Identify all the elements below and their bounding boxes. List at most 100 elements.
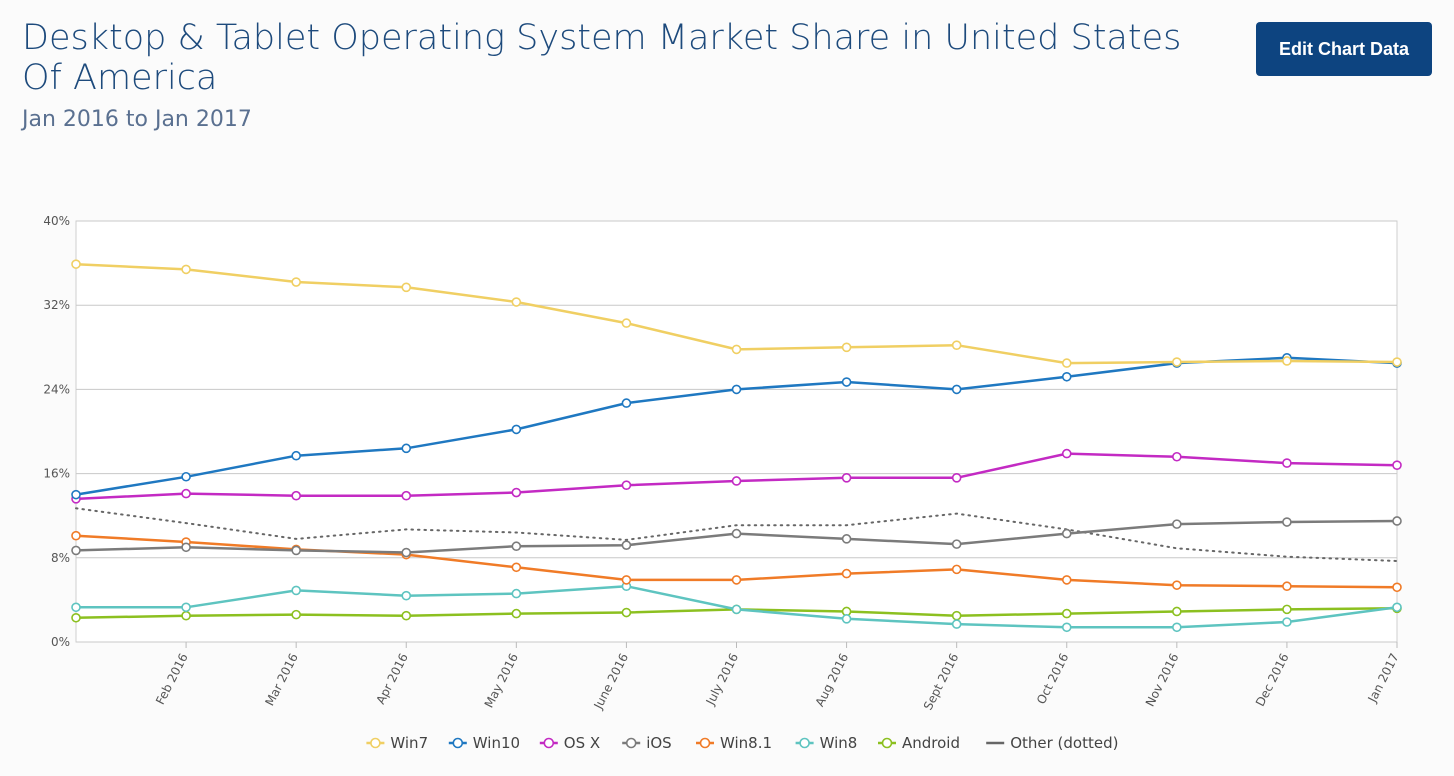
data-point-win8[interactable]	[731, 604, 742, 615]
data-point-android[interactable]	[1061, 608, 1072, 619]
data-point-win7[interactable]	[621, 318, 632, 328]
data-point-android[interactable]	[1282, 604, 1292, 615]
y-tick-label: 0%	[51, 635, 70, 649]
data-point-win10[interactable]	[841, 377, 852, 387]
data-point-os-x[interactable]	[731, 476, 742, 486]
data-point-os-x[interactable]	[1392, 460, 1402, 470]
data-point-android[interactable]	[951, 610, 962, 621]
data-point-win8-1[interactable]	[731, 575, 742, 585]
data-point-win8-1[interactable]	[841, 568, 852, 579]
series-line-other-dotted	[75, 507, 1398, 562]
data-point-win8-1[interactable]	[1392, 582, 1402, 593]
data-point-win8[interactable]	[291, 585, 301, 596]
x-axis: Feb 2016 Mar 2016 Apr 2016 May 2016 June 201…	[153, 642, 1402, 712]
data-point-android[interactable]	[621, 607, 632, 618]
data-point-ios[interactable]	[181, 542, 191, 553]
data-point-ios[interactable]	[401, 547, 412, 558]
data-point-os-x[interactable]	[1172, 451, 1182, 462]
data-point-win8[interactable]	[71, 602, 81, 613]
x-tick-label: Nov 2016	[1143, 651, 1182, 709]
data-point-win7[interactable]	[511, 297, 522, 307]
data-point-win10[interactable]	[731, 384, 742, 395]
data-point-os-x[interactable]	[511, 487, 522, 498]
x-tick-label: Apr 2016	[373, 651, 411, 706]
data-point-win8-1[interactable]	[1172, 580, 1182, 590]
legend-item-win8[interactable]: Win8	[795, 734, 858, 752]
data-point-win8[interactable]	[1061, 622, 1072, 633]
data-point-win7[interactable]	[1061, 358, 1072, 368]
data-point-win10[interactable]	[71, 489, 81, 500]
y-tick-label: 32%	[43, 298, 70, 312]
series-other-dotted	[75, 507, 1398, 562]
data-point-ios[interactable]	[951, 539, 962, 549]
chart-subtitle: Jan 2016 to Jan 2017	[22, 107, 252, 132]
data-point-win8[interactable]	[951, 619, 962, 629]
data-point-win7[interactable]	[1392, 357, 1402, 367]
data-point-ios[interactable]	[1282, 517, 1292, 527]
data-point-win10[interactable]	[181, 471, 191, 482]
data-point-android[interactable]	[291, 609, 301, 620]
data-point-win7[interactable]	[1172, 357, 1182, 367]
data-point-win8[interactable]	[1282, 617, 1292, 627]
data-point-ios[interactable]	[1392, 516, 1402, 526]
data-point-win10[interactable]	[1061, 371, 1072, 382]
data-point-ios[interactable]	[621, 540, 632, 550]
data-point-win10[interactable]	[621, 398, 632, 408]
data-point-ios[interactable]	[291, 545, 301, 556]
data-point-os-x[interactable]	[1061, 448, 1072, 459]
data-point-ios[interactable]	[1061, 528, 1072, 539]
data-point-win10[interactable]	[511, 424, 522, 435]
data-point-win8-1[interactable]	[1061, 575, 1072, 585]
data-point-android[interactable]	[511, 608, 522, 619]
data-point-android[interactable]	[71, 612, 81, 623]
data-point-android[interactable]	[401, 610, 412, 621]
edit-chart-data-button[interactable]: Edit Chart Data	[1256, 22, 1432, 76]
data-point-ios[interactable]	[1172, 519, 1182, 529]
legend-label: Win8	[820, 734, 858, 752]
data-point-win8-1[interactable]	[621, 575, 632, 585]
data-point-win10[interactable]	[401, 443, 412, 454]
data-point-win10[interactable]	[291, 450, 301, 461]
legend-item-android[interactable]: Android	[878, 734, 960, 752]
data-point-win8[interactable]	[1172, 622, 1182, 633]
data-point-os-x[interactable]	[951, 473, 962, 483]
data-point-ios[interactable]	[71, 545, 81, 556]
data-point-win10[interactable]	[951, 384, 962, 395]
data-point-win8-1[interactable]	[1282, 581, 1292, 592]
data-point-win8[interactable]	[841, 614, 852, 624]
legend-item-other-dotted[interactable]: Other (dotted)	[986, 734, 1118, 752]
data-point-os-x[interactable]	[621, 480, 632, 490]
legend-item-win10[interactable]: Win10	[448, 734, 520, 752]
data-point-win7[interactable]	[731, 344, 742, 355]
data-point-win8-1[interactable]	[951, 564, 962, 575]
data-point-win7[interactable]	[1282, 356, 1292, 366]
data-point-os-x[interactable]	[291, 490, 301, 501]
legend-item-win7[interactable]: Win7	[366, 734, 428, 752]
data-point-win8[interactable]	[181, 602, 191, 613]
series-os-x	[71, 448, 1402, 504]
data-point-win8-1[interactable]	[71, 530, 81, 541]
data-point-ios[interactable]	[731, 528, 742, 539]
data-point-ios[interactable]	[841, 534, 852, 544]
data-point-win7[interactable]	[951, 340, 962, 350]
data-point-win8-1[interactable]	[511, 562, 522, 573]
data-point-android[interactable]	[181, 610, 191, 621]
data-point-ios[interactable]	[511, 541, 522, 552]
data-point-win8[interactable]	[401, 590, 412, 601]
data-point-win7[interactable]	[841, 342, 852, 353]
data-point-win8[interactable]	[511, 588, 522, 599]
legend-item-ios[interactable]: iOS	[622, 734, 672, 752]
data-point-os-x[interactable]	[841, 473, 852, 483]
data-point-win7[interactable]	[71, 259, 81, 269]
data-point-win7[interactable]	[181, 264, 191, 275]
legend-item-win8-1[interactable]: Win8.1	[696, 734, 772, 752]
legend-item-os-x[interactable]: OS X	[539, 734, 600, 752]
legend-swatch-marker	[699, 737, 711, 749]
data-point-os-x[interactable]	[181, 488, 191, 499]
data-point-win7[interactable]	[401, 282, 412, 293]
data-point-win8[interactable]	[1392, 602, 1402, 613]
data-point-android[interactable]	[1172, 606, 1182, 617]
data-point-os-x[interactable]	[1282, 458, 1292, 468]
data-point-win7[interactable]	[291, 277, 301, 287]
data-point-os-x[interactable]	[401, 490, 412, 501]
